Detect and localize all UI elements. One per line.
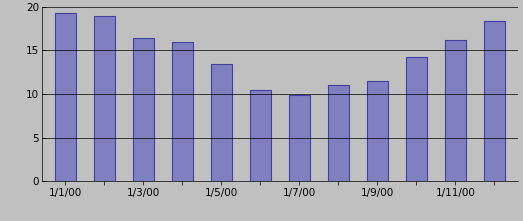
Bar <box>327 85 349 181</box>
Bar <box>94 16 115 181</box>
Bar <box>211 64 232 181</box>
Bar <box>484 21 505 181</box>
Bar <box>172 42 193 181</box>
Bar <box>406 57 427 181</box>
Bar <box>54 13 76 181</box>
Bar <box>367 81 388 181</box>
Bar <box>289 95 310 181</box>
Bar <box>445 40 466 181</box>
Bar <box>249 90 271 181</box>
Bar <box>132 38 154 181</box>
